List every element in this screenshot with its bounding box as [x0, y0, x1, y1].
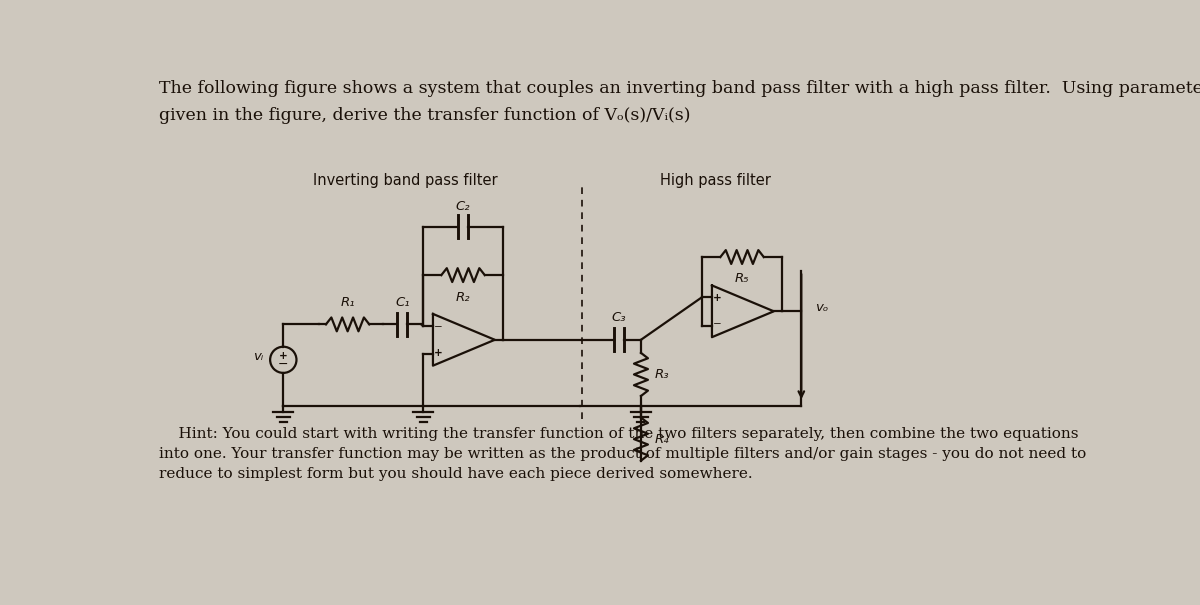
Text: +: + — [434, 348, 443, 358]
Text: The following figure shows a system that couples an inverting band pass filter w: The following figure shows a system that… — [160, 80, 1200, 97]
Text: R₁: R₁ — [341, 296, 355, 309]
Text: R₄: R₄ — [655, 433, 670, 446]
Text: R₃: R₃ — [655, 368, 670, 381]
Text: R₂: R₂ — [456, 291, 470, 304]
Text: given in the figure, derive the transfer function of Vₒ(s)/Vᵢ(s): given in the figure, derive the transfer… — [160, 107, 691, 124]
Text: C₁: C₁ — [395, 296, 409, 309]
Text: High pass filter: High pass filter — [660, 173, 772, 188]
Text: −: − — [278, 358, 288, 371]
Text: vᵢ: vᵢ — [253, 350, 264, 363]
Text: Hint: You could start with writing the transfer function of the two filters sepa: Hint: You could start with writing the t… — [160, 427, 1086, 481]
Text: C₃: C₃ — [612, 312, 626, 324]
Text: R₅: R₅ — [734, 272, 749, 286]
Text: +: + — [713, 293, 722, 303]
Text: vₒ: vₒ — [815, 301, 829, 314]
Text: +: + — [278, 350, 288, 361]
Text: −: − — [713, 319, 722, 329]
Text: Inverting band pass filter: Inverting band pass filter — [313, 173, 498, 188]
Text: C₂: C₂ — [456, 200, 470, 213]
Text: −: − — [434, 322, 443, 332]
